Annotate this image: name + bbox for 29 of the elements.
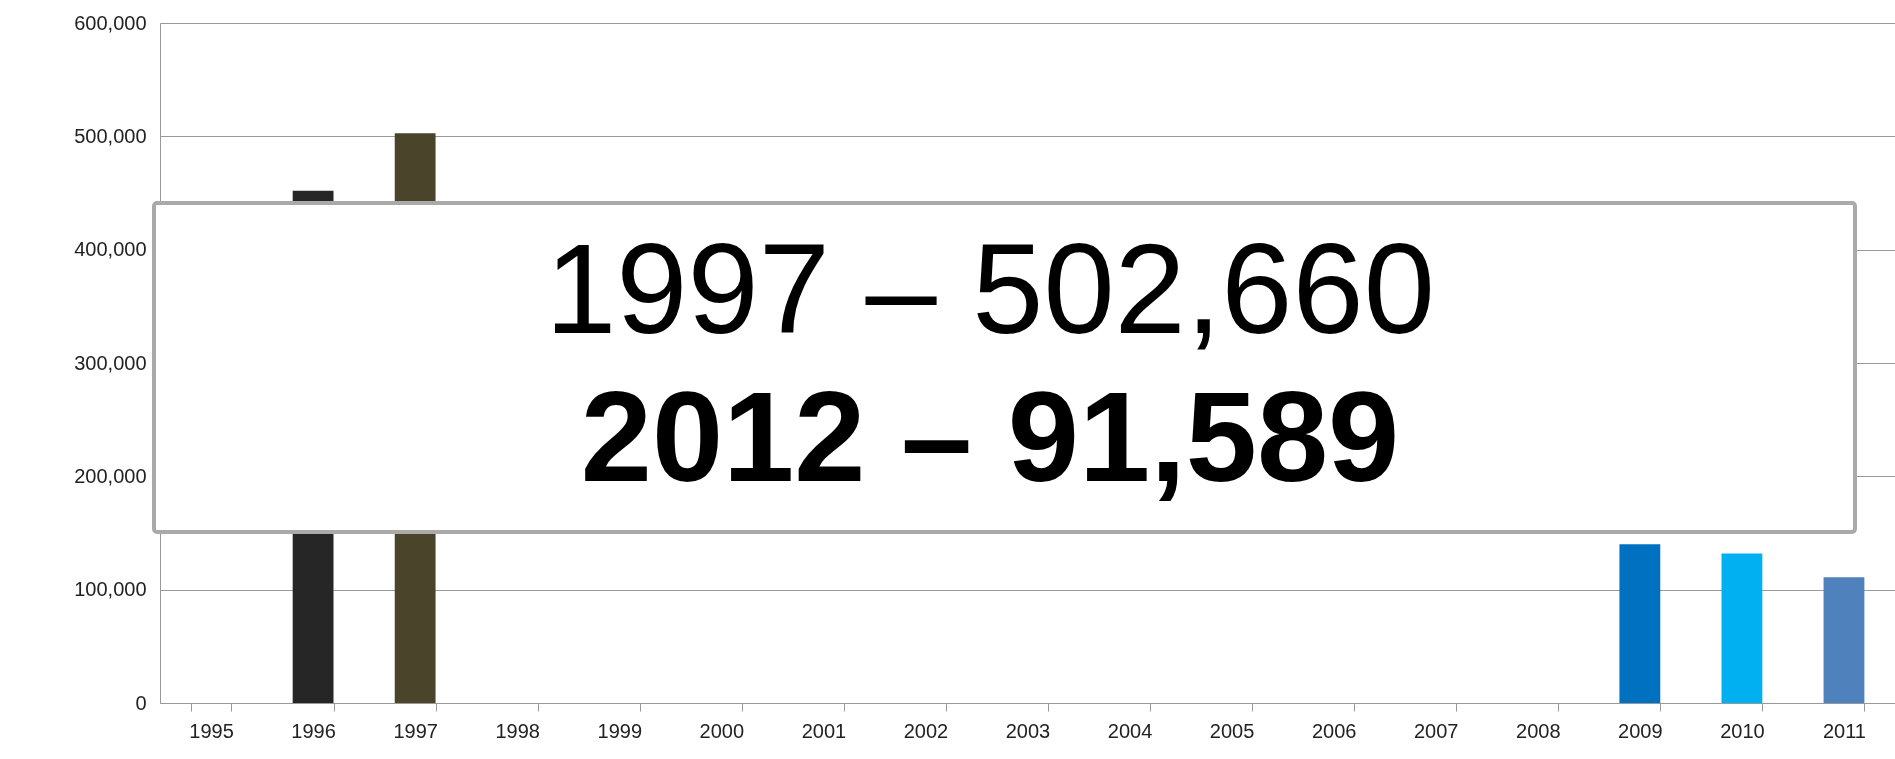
bar [1721, 553, 1763, 703]
y-tick-label: 500,000 [74, 124, 147, 147]
x-tick-label: 1997 [393, 719, 438, 742]
x-tick-label: 1996 [291, 719, 336, 742]
x-tick-label: 2001 [801, 719, 847, 742]
x-tick-label: 1998 [495, 719, 540, 742]
x-tick-label: 2004 [1107, 719, 1153, 742]
bar [1619, 544, 1661, 703]
x-tick-label: 2000 [699, 719, 745, 742]
annotation: 2012 – 91,589 [580, 365, 1400, 508]
y-tick-label: 200,000 [74, 464, 147, 487]
x-tick-label: 1999 [597, 719, 643, 742]
y-tick-label: 300,000 [74, 351, 147, 374]
x-tick-label: 2005 [1209, 719, 1255, 742]
x-tick-label: 2009 [1618, 719, 1663, 742]
x-tick-label: 2008 [1516, 719, 1561, 742]
x-tick-label: 2003 [1005, 719, 1051, 742]
y-tick-label: 0 [135, 691, 147, 714]
x-tick-label: 1995 [189, 719, 234, 742]
y-tick-label: 400,000 [74, 238, 147, 261]
annotation: 1997 – 502,660 [545, 217, 1435, 360]
y-tick-label: 600,000 [74, 11, 147, 34]
x-tick-label: 2010 [1720, 719, 1765, 742]
x-tick-label: 2011 [1822, 719, 1866, 742]
x-tick-label: 2006 [1311, 719, 1357, 742]
y-tick-label: 100,000 [74, 578, 147, 601]
bar [1823, 577, 1865, 703]
x-tick-label: 2007 [1413, 719, 1459, 742]
x-tick-label: 2002 [903, 719, 949, 742]
